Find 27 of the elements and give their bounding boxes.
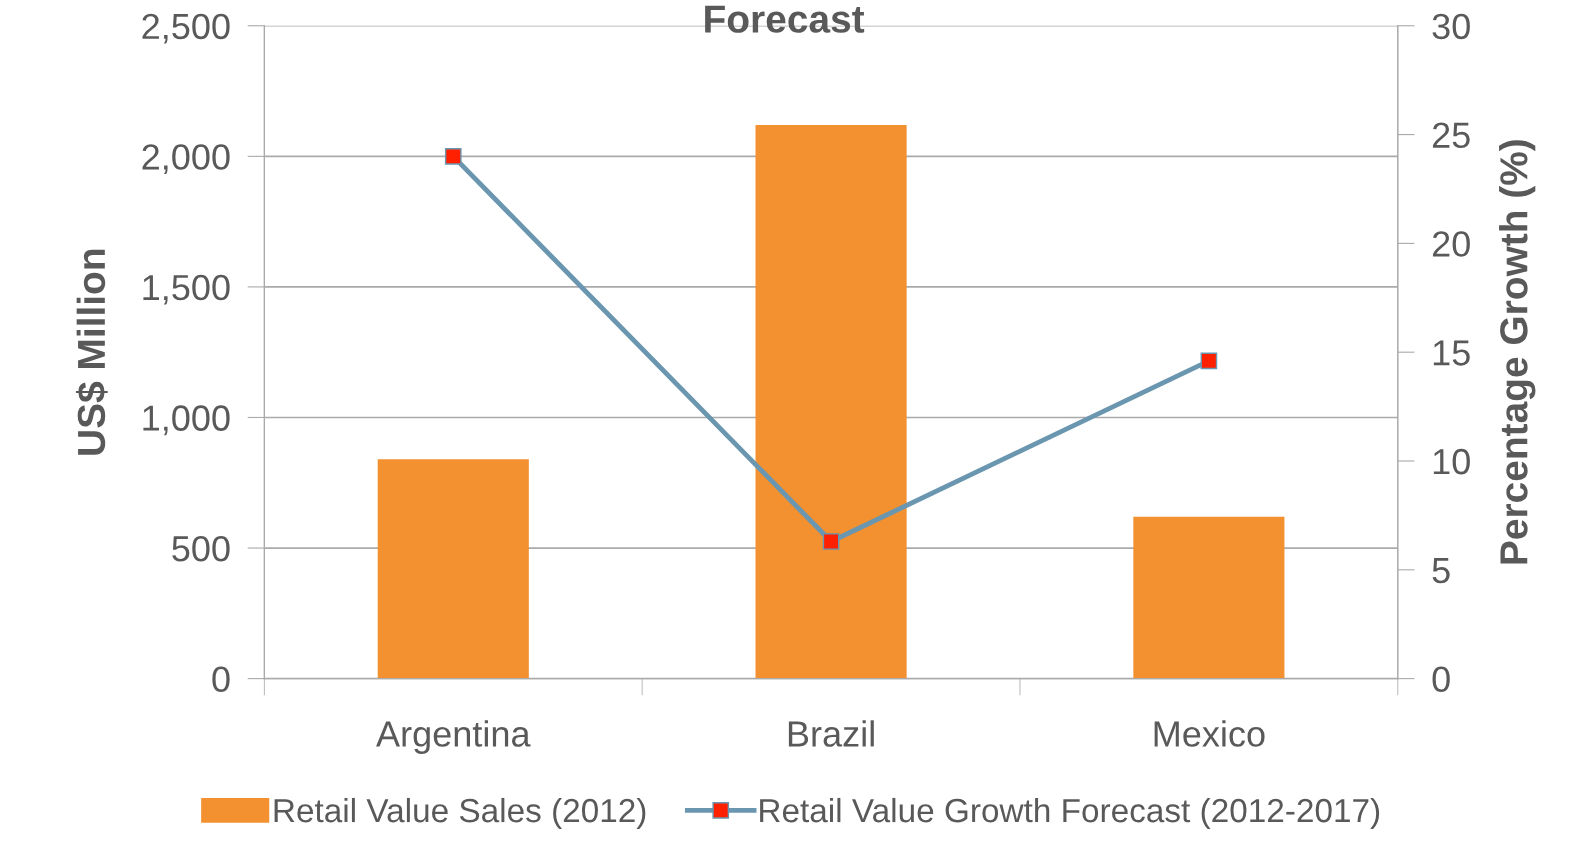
y-tick-label: 0 [212,666,230,693]
point [444,148,462,165]
x-tick-label: Argentina [376,720,531,754]
bar [755,125,907,679]
point [822,533,840,550]
bar [1133,516,1285,679]
legend-label: Retail Value Sales (2012) [274,797,646,829]
y-tick-label: 1,000 [143,405,230,436]
y2-tick-label: 25 [1432,122,1470,149]
point [1200,352,1218,370]
chart-title: Forecast [705,5,865,33]
y-tick-label: 2,000 [142,144,230,175]
bar [377,459,529,679]
y2-axis-title: Percentage Growth (%) [1499,140,1536,564]
y-tick-label: 1,500 [143,274,230,305]
x-tick-label: Brazil [788,720,874,747]
y2-tick-label: 30 [1432,13,1470,40]
y2-tick-label: 0 [1432,666,1450,693]
y-axis-title: US$ Million [75,249,108,455]
y2-tick-label: 5 [1432,558,1450,584]
y2-tick-label: 20 [1432,231,1470,257]
legend-label: Retail Value Growth Forecast (2012-2017) [760,797,1380,829]
y2-tick-label: 15 [1433,340,1470,366]
y-tick-label: 2,500 [142,13,230,44]
x-tick-label: Mexico [1154,720,1265,747]
y-tick-label: 500 [172,535,230,562]
y2-tick-label: 10 [1433,448,1470,475]
